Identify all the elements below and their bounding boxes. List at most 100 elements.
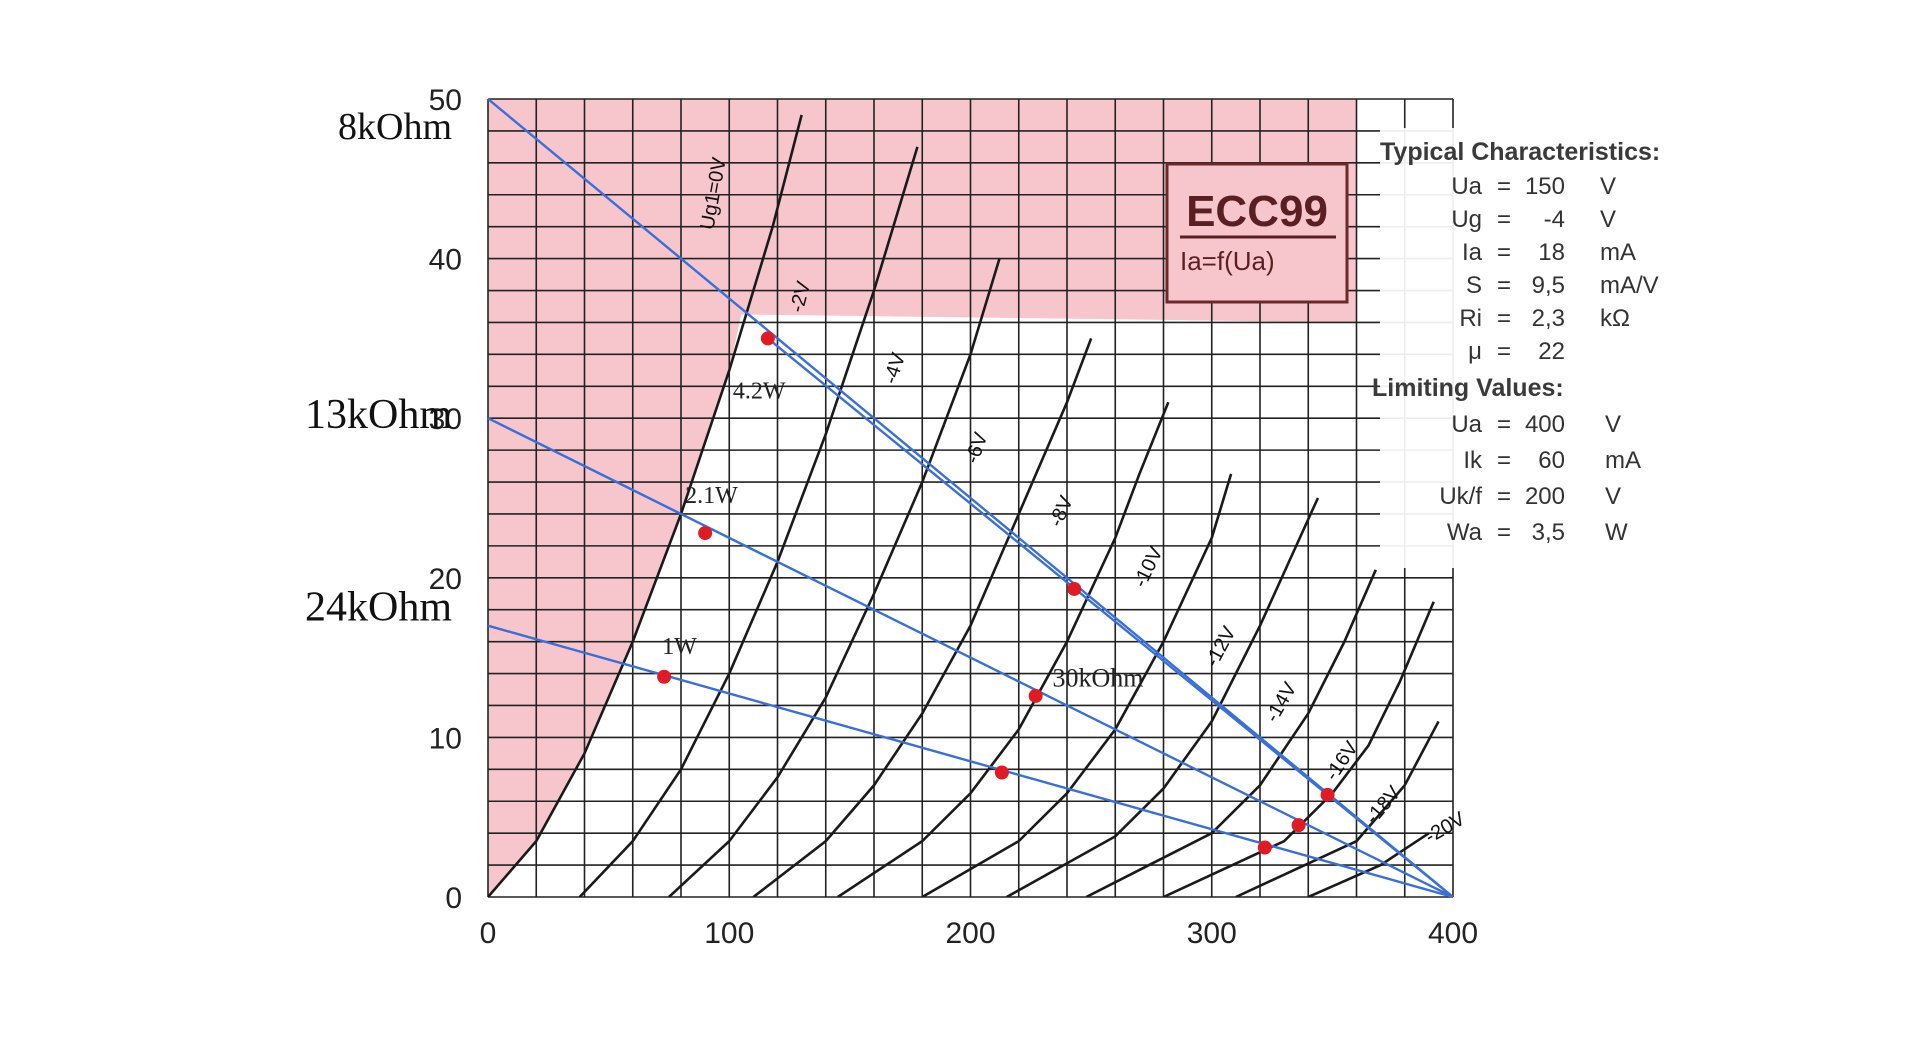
operating-point [657,669,672,684]
grid-curve-label: -4V [880,350,911,387]
forbidden-region [488,99,1357,897]
grid-curve-label: -6V [961,429,993,466]
y-tick-label: 50 [429,84,462,117]
spec-equals: = [1497,305,1511,332]
spec-unit: mA [1605,447,1641,474]
operating-point [1067,581,1082,596]
spec-unit: W [1605,519,1628,546]
load-line [487,417,1454,899]
spec-equals: = [1497,272,1511,299]
grid-curve [1307,832,1430,897]
title-box-frame [1165,162,1349,304]
y-tick-label: 30 [429,403,462,436]
spec-equals: = [1497,173,1511,200]
operating-point [1291,818,1306,833]
grid-curve-label: -12V [1201,622,1241,670]
grid-curve [1006,497,1320,897]
x-tick-label: 400 [1428,917,1478,950]
spec-unit: mA [1600,239,1636,266]
x-tick-label: 300 [1187,917,1237,950]
spec-equals: = [1497,206,1511,233]
spec-symbol: Uk/f [1439,483,1482,510]
spec-equals: = [1497,447,1511,474]
load-annotation: 30kOhm [1053,663,1144,692]
annotation-labels: 4.2W 2.1W 1W 30kOhm [662,378,1143,692]
grid-curve [1085,569,1377,897]
operating-point [760,331,775,346]
chart-title: ECC99 [1186,187,1328,236]
spec-unit: V [1605,483,1621,510]
grid-curve [1235,720,1440,897]
power-label: 4.2W [733,378,786,404]
spec-value: 400 [1525,411,1565,438]
y-tick-label: 10 [429,722,462,755]
operating-point [1320,787,1335,802]
spec-symbol: Ri [1459,305,1482,332]
spec-unit: kΩ [1600,305,1630,332]
grid-curve-label: -8V [1045,492,1078,530]
grid-curve [837,401,1170,897]
spec-value: -4 [1544,206,1565,233]
operating-point [1028,688,1043,703]
grid-curve [752,337,1093,897]
load-line [487,624,1454,899]
spec-symbol: μ [1468,338,1482,365]
spec-background [1380,128,1700,568]
typical-header: Typical Characteristics: [1380,138,1660,166]
spec-symbol: Ia [1462,239,1483,266]
spec-equals: = [1497,519,1511,546]
x-tick-label: 200 [945,917,995,950]
operating-point [1257,840,1272,855]
spec-symbol: Wa [1447,519,1483,546]
operating-point [698,526,713,541]
y-tick-label: 20 [429,563,462,596]
spec-value: 2,3 [1532,305,1565,332]
y-tick-label: 40 [429,244,462,277]
spec-unit: V [1605,411,1621,438]
x-tick-label: 0 [480,917,497,950]
spec-value: 60 [1538,447,1565,474]
load-line-label: 13kOhm [305,392,452,438]
load-line [767,337,1454,898]
operating-point [994,765,1009,780]
title-box: ECC99 Ia=f(Ua) [1165,162,1349,304]
power-label: 2.1W [685,483,738,509]
power-label: 1W [662,634,697,660]
spec-box: Typical Characteristics: Ua = 150 V Ug = -4 V Ia =… [1372,128,1700,568]
spec-value: 150 [1525,173,1565,200]
spec-unit: V [1600,206,1616,233]
x-tick-label: 100 [704,917,754,950]
y-tick-label: 0 [445,882,462,915]
chart-subtitle: Ia=f(Ua) [1180,246,1275,276]
spec-value: 3,5 [1532,519,1565,546]
grid-curve-label: -18V [1361,782,1405,829]
spec-equals: = [1497,338,1511,365]
spec-symbol: Ug [1451,206,1482,233]
spec-equals: = [1497,411,1511,438]
spec-value: 18 [1538,239,1565,266]
load-lines [487,98,1454,899]
spec-symbol: Ua [1451,411,1482,438]
spec-symbol: Ua [1451,173,1482,200]
spec-value: 22 [1538,338,1565,365]
grid-curve-label: -20V [1421,808,1469,849]
spec-equals: = [1497,239,1511,266]
load-line [487,98,1454,898]
grid-curve-label: -14V [1261,678,1302,726]
spec-symbol: S [1466,272,1482,299]
grid-curve-label: -10V [1129,543,1168,591]
forbidden-area [488,99,1357,897]
operating-points [657,331,1335,855]
spec-equals: = [1497,483,1511,510]
grid-curve [578,146,919,897]
spec-unit: mA/V [1600,272,1659,299]
spec-symbol: Ik [1463,447,1483,474]
limiting-header: Limiting Values: [1372,374,1564,402]
spec-value: 9,5 [1532,272,1565,299]
grid-curve [488,114,803,897]
spec-value: 200 [1525,483,1565,510]
grid-curve [668,258,1001,897]
